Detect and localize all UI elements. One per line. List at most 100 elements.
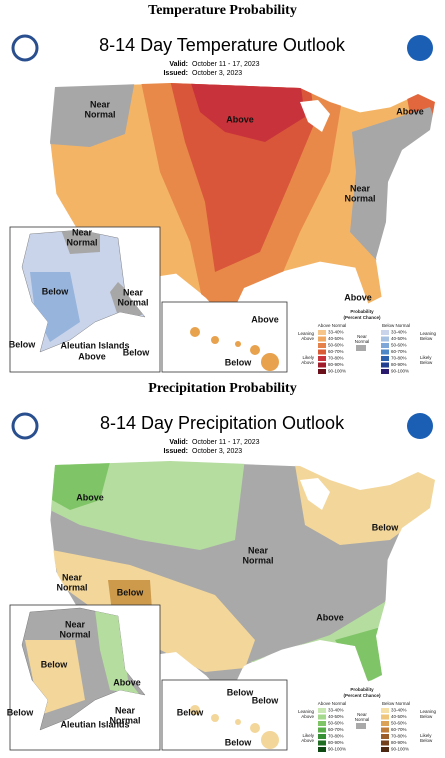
legend-group: Normal [355,717,370,722]
legend-swatch [381,721,389,726]
legend-group: Leaning [420,331,437,336]
noaa-logo [407,35,433,61]
legend-header: Below Normal [382,323,410,328]
heading: Temperature Probability [148,3,297,18]
region-label: Normal [84,109,115,119]
legend-bin: 80-90% [328,362,344,367]
legend-swatch [381,727,389,733]
region-label: Above [78,351,106,361]
island [211,714,219,722]
legend-swatch [318,369,326,374]
band [60,230,100,254]
region-label: Aleutian Islands [60,719,129,729]
legend-swatch [381,734,389,739]
legend-bin: 60-70% [328,349,344,354]
island [235,341,241,347]
region-label: Near [62,572,83,582]
legend-bin: 40-50% [391,714,407,719]
issued: October 3, 2023 [192,448,242,455]
legend-title: (Percent Chance) [343,315,381,320]
legend-swatch [381,336,389,342]
legend-swatch [318,343,326,348]
region-label: Below [372,522,400,532]
legend-bin: 90-100% [328,369,346,374]
band [52,462,110,510]
legend-group: Normal [355,339,370,344]
region-label: Normal [66,237,97,247]
legend-swatch [318,349,326,355]
island [261,353,279,371]
legend-group: Near [357,334,367,339]
precipitation-map: 8-14 Day Precipitation Outlook Valid: Octo… [7,412,437,752]
region-label: Near [72,227,93,237]
legend-group: Above [301,360,314,365]
region-label: Below [9,339,37,349]
legend-group: Likely [420,355,432,360]
legend-swatch [381,362,389,368]
legend-group: Leaning [420,709,437,714]
legend-swatch [381,740,389,746]
legend-header: Below Normal [382,701,410,706]
valid: October 11 - 17, 2023 [192,439,260,446]
region-label: Near [90,99,111,109]
legend-bin: 33-40% [391,708,407,713]
band [108,580,152,612]
legend-bin: 33-40% [328,330,344,335]
legend-title: Probability [350,687,374,692]
island [190,705,200,715]
legend-bin: 80-90% [391,740,407,745]
map-title: 8-14 Day Temperature Outlook [99,35,346,55]
legend-swatch [318,330,326,335]
island [250,345,260,355]
region-label: Below [225,357,253,367]
region-label: Below [123,347,151,357]
region-label: Above [113,677,141,687]
region-label: Below [177,707,205,717]
noaa-seal [11,34,39,62]
island [190,327,200,337]
legend-swatch [318,362,326,368]
legend-swatch [318,714,326,720]
legend-bin: 33-40% [328,708,344,713]
issued-label: Issued: [163,70,188,77]
legend-group: Below [420,336,433,341]
region-label: Below [41,659,69,669]
region-label: Above [76,492,104,502]
legend-swatch [318,708,326,713]
region-label: Aleutian Islands [60,340,129,350]
region-label: Normal [242,555,273,565]
legend-title: Probability [350,309,374,314]
legend-bin: 40-50% [328,714,344,719]
legend-bin: 40-50% [328,336,344,341]
legend-swatch [318,747,326,752]
legend-bin: 90-100% [391,747,409,752]
heading: Precipitation Probability [148,381,297,396]
region-label: Above [251,314,279,324]
legend-bin: 80-90% [391,362,407,367]
band [50,83,135,147]
region-label: Below [42,286,70,296]
legend-bin: 60-70% [391,349,407,354]
legend-header: Above Normal [318,701,347,706]
island [250,723,260,733]
legend-bin: 70-80% [328,356,344,361]
legend-title: (Percent Chance) [343,693,381,698]
region-label: Normal [59,629,90,639]
region-label: Normal [109,715,140,725]
legend-bin: 70-80% [391,734,407,739]
legend-swatch [318,356,326,361]
band [295,465,435,545]
region-label: Below [117,587,145,597]
legend-swatch [318,740,326,746]
valid-label: Valid: [169,61,188,68]
region-label: Normal [56,582,87,592]
region-label: Near [65,619,86,629]
legend-swatch [318,336,326,342]
legend-bin: 40-50% [391,336,407,341]
legend-group: Above [301,336,314,341]
legend-bin: 60-70% [328,727,344,732]
legend-bin: 90-100% [328,747,346,752]
issued-label: Issued: [163,448,188,455]
valid-label: Valid: [169,439,188,446]
great-lakes [300,100,330,132]
